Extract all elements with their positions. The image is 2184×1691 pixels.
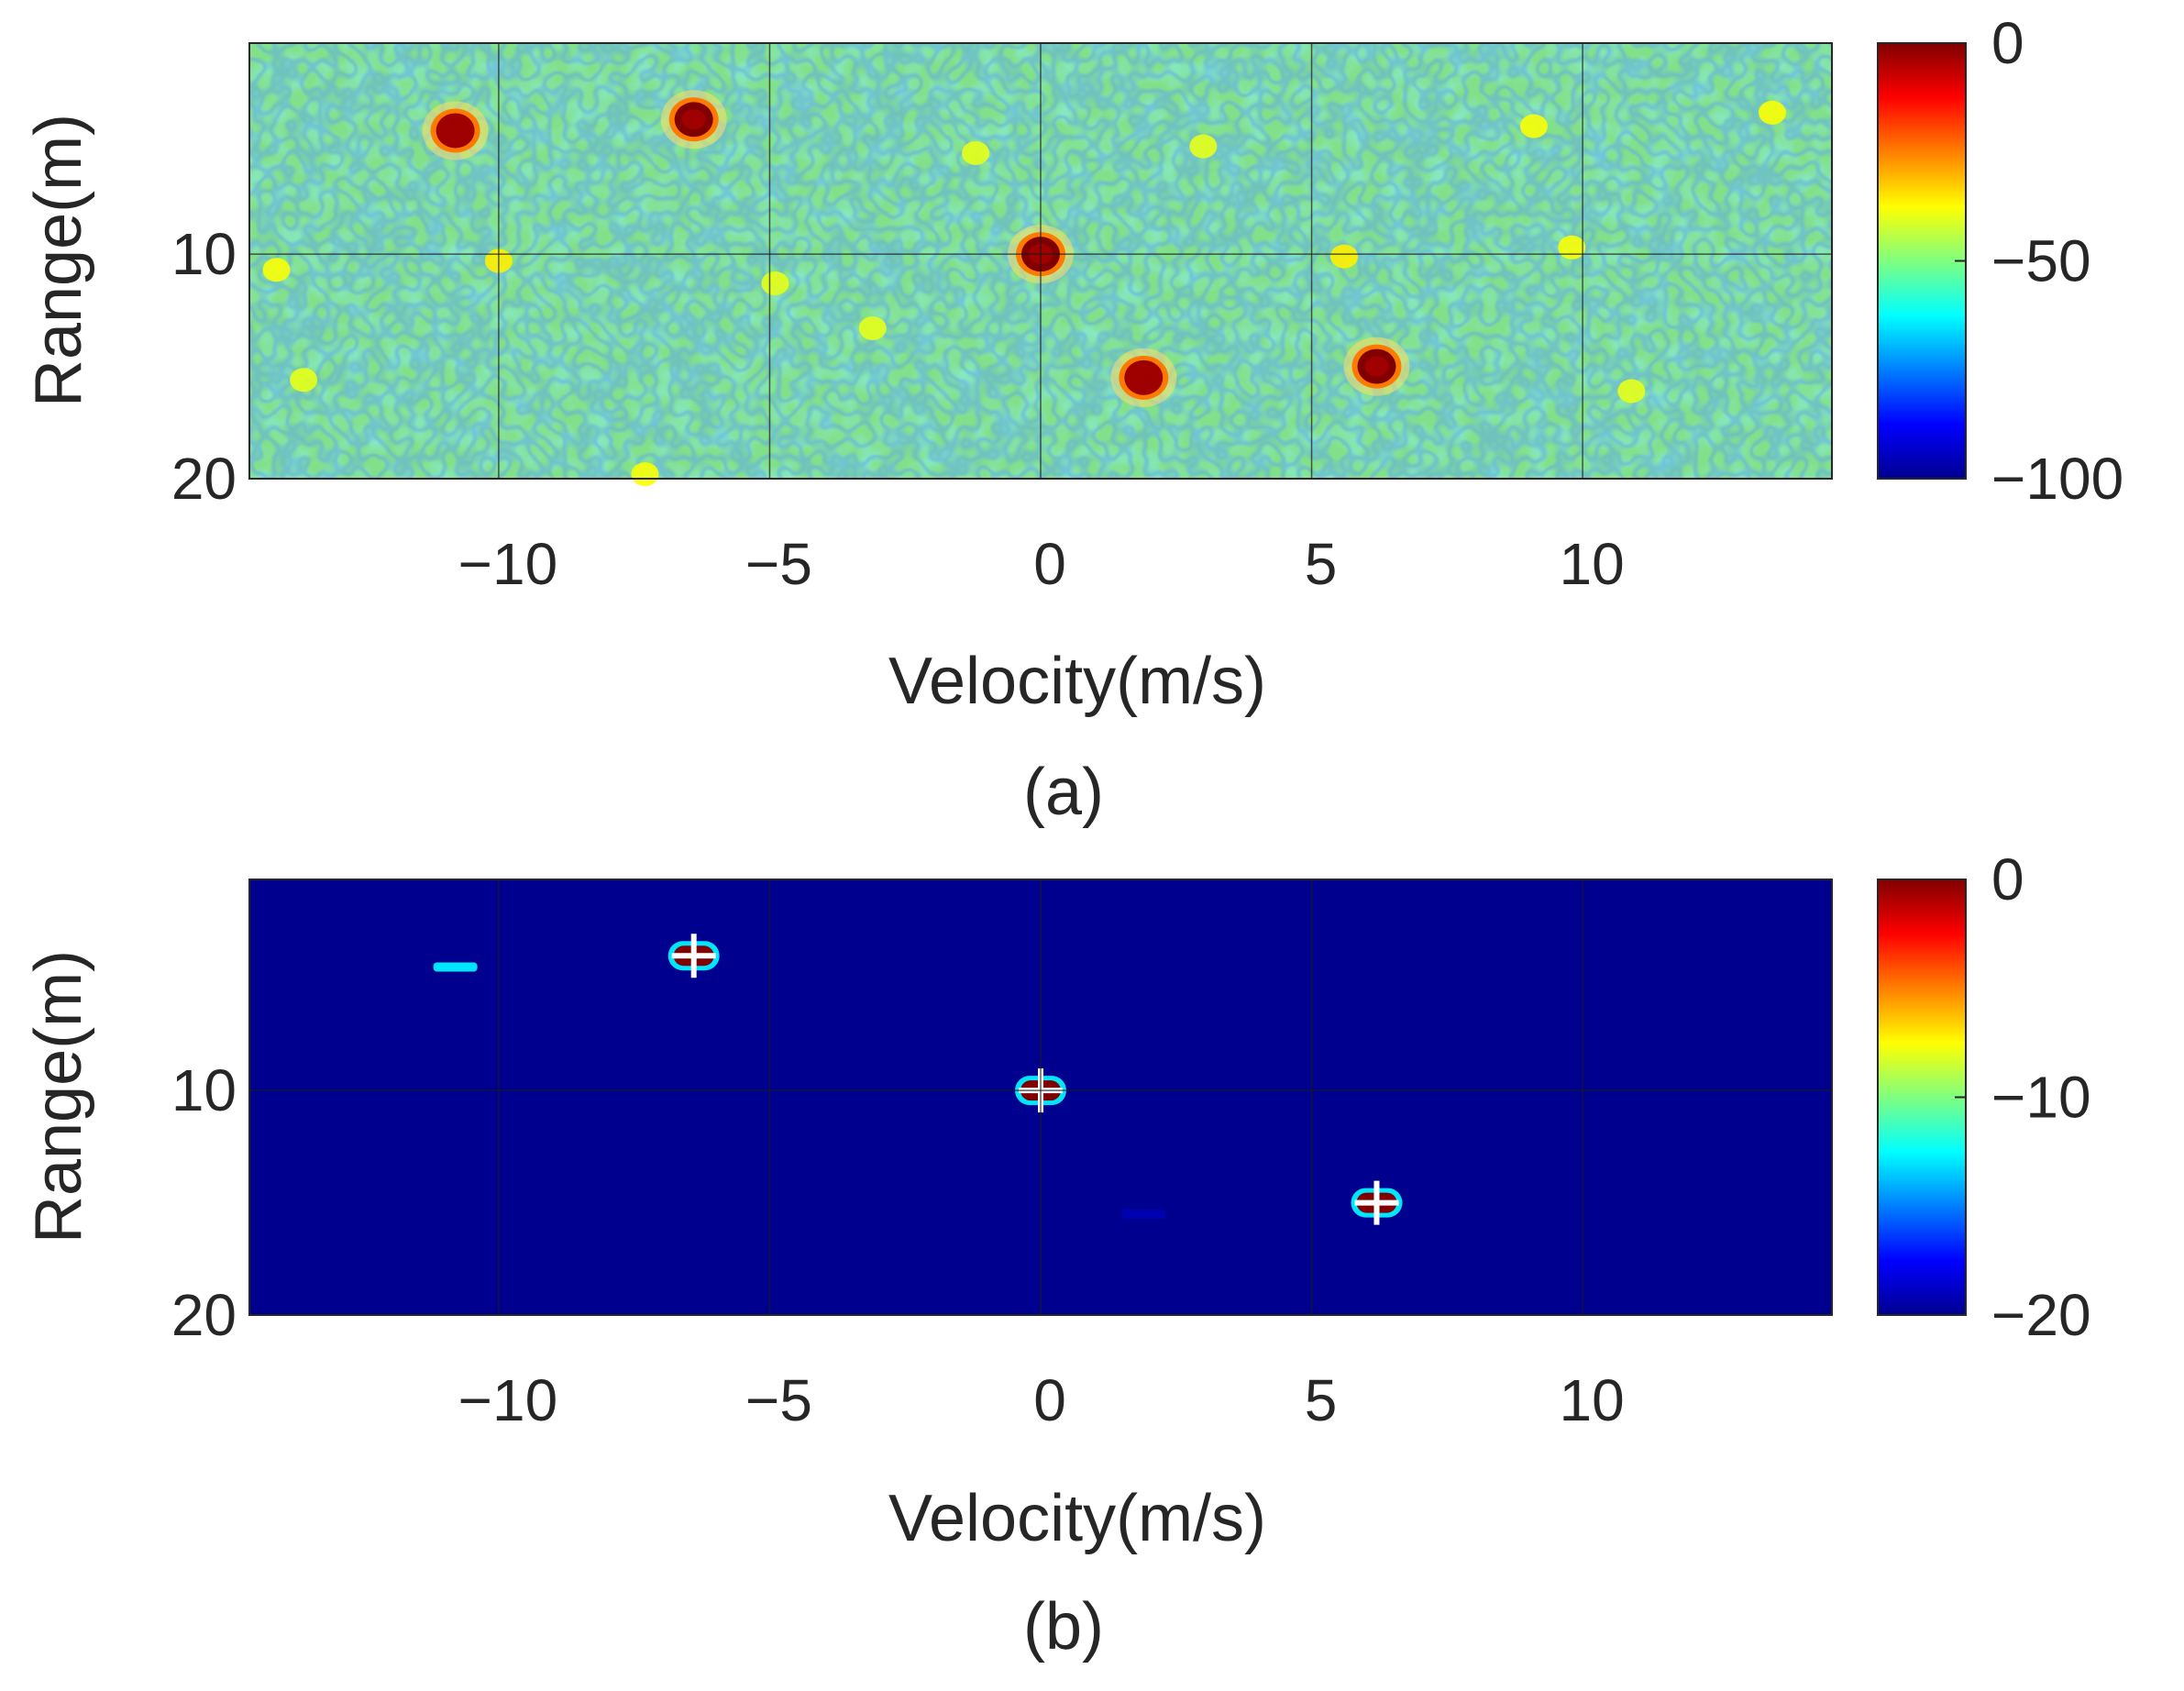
sidelobe-mark bbox=[1519, 114, 1548, 138]
grid-b bbox=[249, 879, 1832, 1315]
heatmap-marks-a bbox=[262, 90, 1786, 487]
panel-label-b: (b) bbox=[1023, 1590, 1104, 1663]
colorbar-tick-labels-b: 0 −10 −20 bbox=[1955, 846, 2091, 1348]
y-tick-label: 10 bbox=[171, 1057, 237, 1123]
x-tick-label: −5 bbox=[745, 531, 812, 597]
colorbar-tick-label: −20 bbox=[1991, 1282, 2091, 1348]
sidelobe-mark bbox=[1617, 379, 1646, 403]
y-tick-label: 20 bbox=[171, 446, 237, 512]
residual-mark bbox=[433, 962, 478, 972]
x-tick-label: −10 bbox=[458, 531, 558, 597]
y-axis-label-b: Range(m) bbox=[22, 950, 95, 1243]
y-tick-label: 10 bbox=[171, 221, 237, 287]
sidelobe-mark bbox=[631, 462, 659, 487]
colorbar-tick-label: 0 bbox=[1991, 846, 2024, 912]
residual-mark bbox=[1121, 1209, 1166, 1219]
x-axis-label-b: Velocity(m/s) bbox=[888, 1482, 1266, 1555]
x-tick-label: −5 bbox=[745, 1367, 812, 1433]
colorbar-b: 0 −10 −20 bbox=[1877, 846, 2091, 1348]
sidelobe-mark bbox=[1758, 100, 1786, 125]
y-axis-label-a: Range(m) bbox=[22, 114, 95, 407]
colorbar-tick-label: −100 bbox=[1991, 446, 2123, 512]
x-tick-label: 0 bbox=[1033, 1367, 1066, 1433]
colorbar-tick-label: −10 bbox=[1991, 1065, 2091, 1131]
x-tick-labels-b: −10 −5 0 5 10 bbox=[458, 1367, 1625, 1433]
sidelobe-mark bbox=[1558, 235, 1586, 260]
x-tick-labels-a: −10 −5 0 5 10 bbox=[458, 531, 1625, 597]
sidelobe-mark bbox=[1189, 134, 1218, 159]
colorbar-gradient-a bbox=[1877, 42, 1967, 480]
panel-label-a: (a) bbox=[1023, 756, 1104, 829]
sidelobe-mark bbox=[761, 271, 789, 295]
y-tick-labels-b: 10 20 bbox=[171, 1057, 237, 1348]
plot-frame-a bbox=[248, 42, 1833, 480]
y-tick-labels-a: 10 20 bbox=[171, 221, 237, 512]
plot-area-a bbox=[248, 42, 1833, 487]
sidelobe-mark bbox=[290, 368, 318, 392]
sidelobe-mark bbox=[962, 140, 990, 165]
colorbar-gradient-b bbox=[1877, 879, 1967, 1316]
y-tick-label: 20 bbox=[171, 1282, 237, 1348]
panel-b: −10 −5 0 5 10 10 20 Velocity(m/s) Range(m) (b… bbox=[22, 846, 2091, 1663]
x-tick-label: 5 bbox=[1305, 531, 1338, 597]
x-axis-label-a: Velocity(m/s) bbox=[888, 645, 1266, 718]
colorbar-tick-labels-a: 0 −50 −100 bbox=[1955, 10, 2123, 512]
plot-frame-b bbox=[248, 879, 1833, 1316]
peak-mark bbox=[1124, 359, 1164, 395]
peak-core bbox=[1364, 356, 1389, 377]
colorbar-tick-label: −50 bbox=[1991, 228, 2091, 294]
x-tick-label: 5 bbox=[1305, 1367, 1338, 1433]
grid-a bbox=[249, 43, 1832, 479]
sidelobe-mark bbox=[262, 258, 291, 282]
sidelobe-mark bbox=[1330, 244, 1359, 269]
x-tick-label: 0 bbox=[1033, 531, 1066, 597]
x-tick-label: 10 bbox=[1560, 1367, 1625, 1433]
plot-area-b bbox=[248, 879, 1833, 1316]
x-tick-label: −10 bbox=[458, 1367, 558, 1433]
colorbar-a: 0 −50 −100 bbox=[1877, 10, 2123, 512]
colorbar-tick-label: 0 bbox=[1991, 10, 2024, 76]
x-tick-label: 10 bbox=[1560, 531, 1625, 597]
peak-mark bbox=[436, 113, 475, 149]
sidelobe-mark bbox=[858, 315, 887, 340]
peak-core bbox=[681, 109, 706, 130]
